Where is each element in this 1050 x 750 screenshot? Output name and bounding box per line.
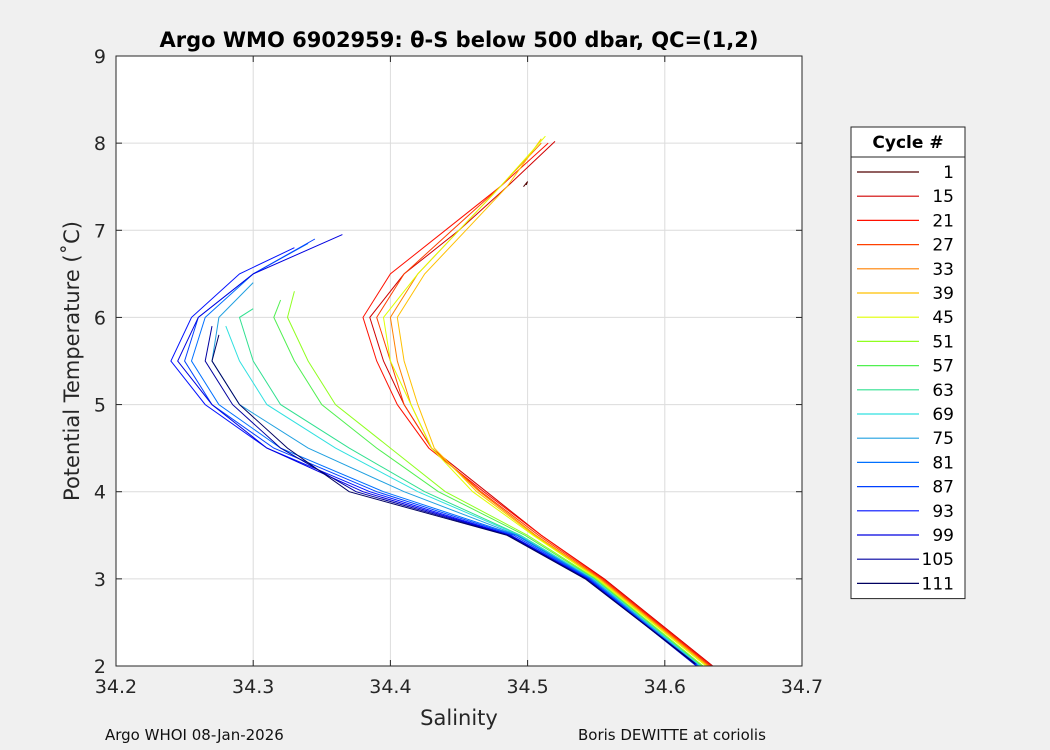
legend-label: 87	[932, 478, 954, 498]
x-tick-label: 34.5	[506, 676, 548, 698]
series-line-cycle-1	[523, 181, 529, 188]
legend-label: 93	[932, 502, 954, 522]
legend-label: 81	[932, 453, 954, 473]
series-line-cycle-27	[376, 186, 711, 667]
series-line-cycle-39	[396, 138, 708, 667]
footer-right: Boris DEWITTE at coriolis	[578, 726, 766, 744]
legend-label: 69	[932, 405, 954, 425]
legend-label: 111	[922, 574, 954, 594]
series-line-cycle-21	[362, 142, 712, 667]
legend-label: 27	[932, 236, 954, 256]
x-tick-label: 34.2	[95, 676, 137, 698]
legend-label: 63	[932, 381, 954, 401]
x-tick-label: 34.7	[781, 676, 823, 698]
series-line-cycle-51	[286, 291, 704, 667]
series-line-cycle-45	[382, 135, 707, 667]
legend-label: 99	[932, 526, 954, 546]
series-line-cycle-111	[211, 334, 696, 664]
x-tick-label: 34.3	[232, 676, 274, 698]
legend-label: 1	[943, 163, 954, 183]
y-tick-label: 8	[94, 133, 106, 155]
axes-box	[115, 55, 803, 667]
y-tick-label: 6	[94, 307, 106, 329]
legend-label: 75	[932, 429, 954, 449]
chart-title: Argo WMO 6902959: θ-S below 500 dbar, QC…	[160, 28, 759, 52]
y-tick-label: 9	[94, 46, 106, 68]
y-tick-label: 4	[94, 482, 106, 504]
y-tick-label: 2	[94, 656, 106, 678]
series-line-cycle-81	[190, 242, 699, 667]
y-axis-label: Potential Temperature (˚C)	[60, 221, 84, 501]
legend-label: 15	[932, 187, 954, 207]
plot-area	[116, 56, 802, 666]
series-line-cycle-57	[273, 299, 703, 667]
legend-label: 45	[932, 308, 954, 328]
y-tick-label: 7	[94, 220, 106, 242]
legend-title: Cycle #	[872, 133, 943, 153]
series-line-cycle-69	[225, 325, 701, 667]
x-axis-label: Salinity	[420, 706, 498, 730]
footer-left: Argo WHOI 08-Jan-2026	[105, 726, 284, 744]
series-line-cycle-93	[170, 247, 697, 667]
legend-label: 33	[932, 260, 954, 280]
legend-label: 105	[922, 550, 954, 570]
x-tick-label: 34.4	[369, 676, 411, 698]
x-tick-label: 34.6	[644, 676, 686, 698]
legend-label: 57	[932, 357, 954, 377]
series-line-cycle-75	[211, 282, 700, 667]
legend-label: 39	[932, 284, 954, 304]
y-tick-label: 5	[94, 395, 106, 417]
legend-label: 51	[932, 332, 954, 352]
legend-box	[850, 126, 966, 600]
legend-label: 21	[932, 211, 954, 231]
y-tick-label: 3	[94, 569, 106, 591]
